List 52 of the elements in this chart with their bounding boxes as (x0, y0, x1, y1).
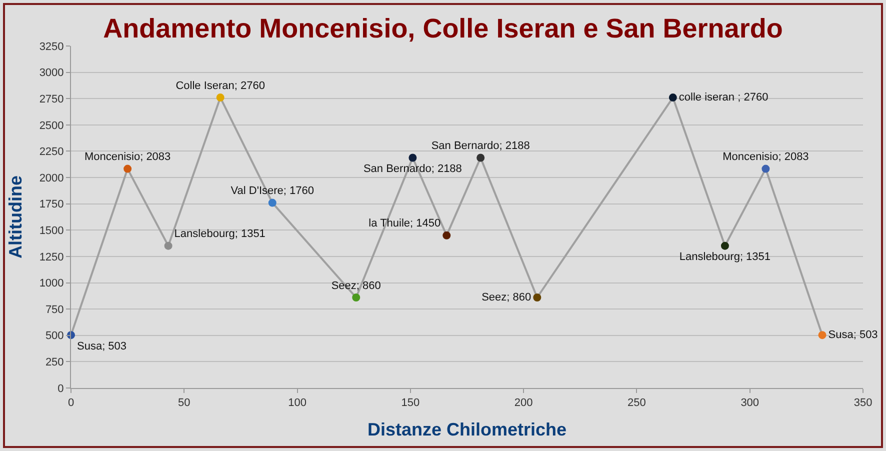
data-label: Val D'Isere; 1760 (230, 185, 314, 198)
y-tick-label: 1000 (39, 278, 64, 290)
x-tick-label: 350 (854, 397, 872, 410)
point (216, 94, 224, 102)
data-label: Seez; 860 (331, 280, 381, 292)
y-tick-label: 0 (58, 382, 64, 395)
data-label: Moncenisio; 2083 (722, 151, 809, 164)
point (124, 164, 132, 173)
data-label: Susa; 503 (828, 328, 878, 341)
y-axis-title: Altitudine (6, 176, 26, 258)
x-tick-label: 250 (628, 397, 646, 410)
y-tick-label: 250 (45, 356, 64, 369)
point (668, 94, 677, 102)
data-label: Moncenisio; 2083 (84, 151, 171, 164)
y-tick-label: 2500 (39, 120, 64, 132)
data-label: colle iseran ; 2760 (678, 91, 768, 104)
point (533, 294, 542, 302)
point (476, 154, 485, 162)
point (408, 154, 417, 162)
point (442, 231, 451, 240)
data-label: Colle Iseran; 2760 (176, 80, 265, 92)
point (352, 294, 360, 302)
x-tick-label: 50 (178, 397, 190, 410)
y-tick-label: 1500 (39, 225, 64, 237)
data-label: Lanslebourg; 1351 (174, 228, 266, 240)
point (762, 164, 770, 173)
y-tick-label: 1750 (39, 198, 64, 211)
point (818, 331, 826, 340)
data-label: Susa; 503 (77, 340, 127, 352)
x-tick-label: 300 (740, 397, 760, 410)
data-label: Seez; 860 (482, 291, 532, 304)
data-label: San Bernardo; 2188 (363, 163, 462, 176)
y-tick-label: 1250 (39, 251, 64, 264)
y-tick-label: 3250 (39, 40, 64, 53)
x-tick-label: 0 (68, 397, 74, 410)
y-tick-label: 3000 (39, 67, 64, 80)
data-label: Lanslebourg; 1351 (679, 251, 771, 264)
data-label: San Bernardo; 2188 (431, 140, 530, 152)
data-label: la Thuile; 1450 (368, 218, 441, 230)
point (164, 242, 172, 250)
x-tick-label: 100 (288, 397, 306, 410)
chart-title: Andamento Moncenisio, Colle Iseran e San Bernardo (103, 13, 783, 44)
x-axis-title: Distanze Chilometriche (367, 419, 567, 440)
y-tick-label: 750 (45, 304, 64, 316)
y-tick-label: 2750 (39, 93, 64, 106)
point (720, 242, 729, 250)
y-tick-label: 2250 (39, 146, 64, 158)
x-tick-label: 150 (401, 397, 420, 410)
x-tick-label: 200 (514, 397, 533, 410)
y-tick-label: 500 (45, 330, 64, 342)
point (268, 198, 276, 207)
y-tick-label: 2000 (39, 172, 64, 184)
